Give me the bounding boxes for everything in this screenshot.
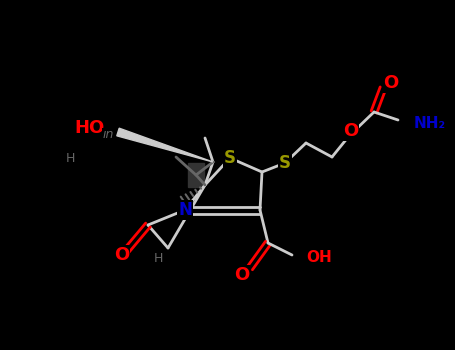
Bar — [188, 163, 204, 187]
Text: S: S — [224, 149, 236, 167]
Text: S: S — [279, 154, 291, 172]
Text: ın: ın — [102, 128, 114, 141]
Text: O: O — [114, 246, 130, 264]
Text: O: O — [344, 122, 359, 140]
Text: O: O — [113, 246, 129, 264]
Text: O: O — [234, 266, 250, 284]
Text: N: N — [178, 201, 192, 219]
Text: OH: OH — [306, 251, 332, 266]
Polygon shape — [117, 128, 213, 162]
Text: O: O — [384, 74, 399, 92]
Text: NH₂: NH₂ — [414, 117, 446, 132]
Text: HO: HO — [75, 119, 105, 137]
Text: H: H — [153, 252, 163, 265]
Text: H: H — [66, 152, 75, 164]
